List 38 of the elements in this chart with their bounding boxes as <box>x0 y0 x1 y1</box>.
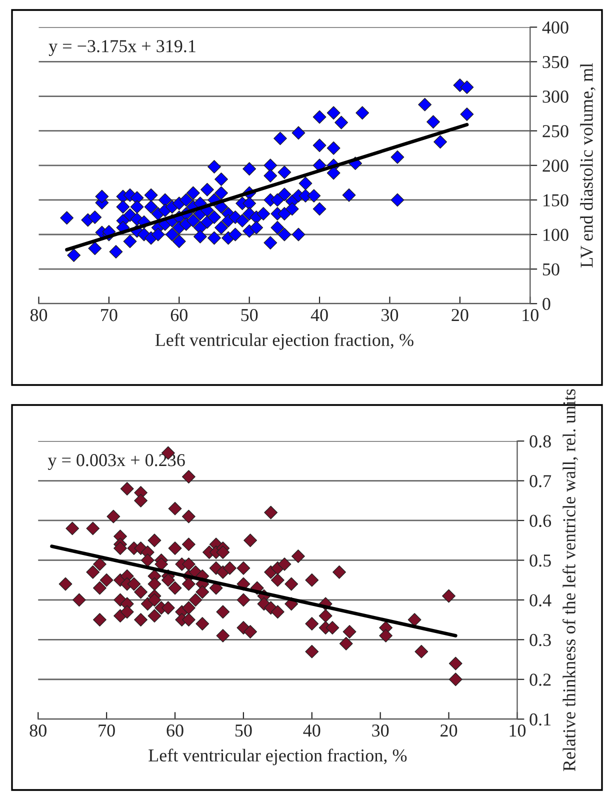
y-tick-label: 100 <box>544 228 568 241</box>
y-tick-label: 200 <box>542 160 568 172</box>
y-tick-label: 0.5 <box>530 554 551 567</box>
y-tick-label: 0.8 <box>530 435 551 448</box>
x-axis-title: Left ventricular ejection fraction, % <box>155 333 414 350</box>
x-tick-label: 60 <box>170 309 188 322</box>
x-axis-title: Left ventricular ejection fraction, % <box>148 748 407 766</box>
y-axis-title: LV end diastolic volume, ml <box>580 63 596 268</box>
y-tick-label: 0.2 <box>530 674 551 686</box>
y-tick-label: 0.3 <box>530 634 551 646</box>
x-tick-label: 80 <box>30 724 46 737</box>
x-tick-label: 10 <box>522 309 538 322</box>
y-tick-label: 400 <box>542 21 568 34</box>
x-tick-label: 80 <box>30 309 48 322</box>
y-tick-label: 0.7 <box>530 475 552 488</box>
y-tick-label: 50 <box>542 263 560 276</box>
y-tick-label: 300 <box>542 90 568 103</box>
y-axis-title: Relative thinkness of the left ventricle wall, rel. units <box>562 389 578 772</box>
x-tick-label: 20 <box>440 724 458 737</box>
x-tick-label: 30 <box>382 309 398 322</box>
y-tick-label: 0.4 <box>530 594 552 606</box>
annotation: y = −3.175x + 319.1 <box>48 40 196 56</box>
x-tick-label: 20 <box>452 309 468 322</box>
x-tick-label: 30 <box>372 724 389 737</box>
x-tick-label: 70 <box>98 724 115 737</box>
y-tick-label: 0 <box>542 298 550 310</box>
y-tick-label: 250 <box>542 125 568 138</box>
x-tick-label: 50 <box>235 724 252 737</box>
x-tick-label: 70 <box>101 309 118 322</box>
y-tick-label: 350 <box>542 56 568 68</box>
x-tick-label: 10 <box>510 724 526 737</box>
x-tick-label: 40 <box>303 724 320 737</box>
y-tick-label: 0.1 <box>530 713 551 726</box>
x-tick-label: 40 <box>310 309 328 322</box>
x-tick-label: 60 <box>166 724 184 737</box>
y-tick-label: 0.6 <box>530 514 552 528</box>
x-tick-label: 50 <box>241 309 258 322</box>
y-tick-label: 150 <box>544 194 568 206</box>
